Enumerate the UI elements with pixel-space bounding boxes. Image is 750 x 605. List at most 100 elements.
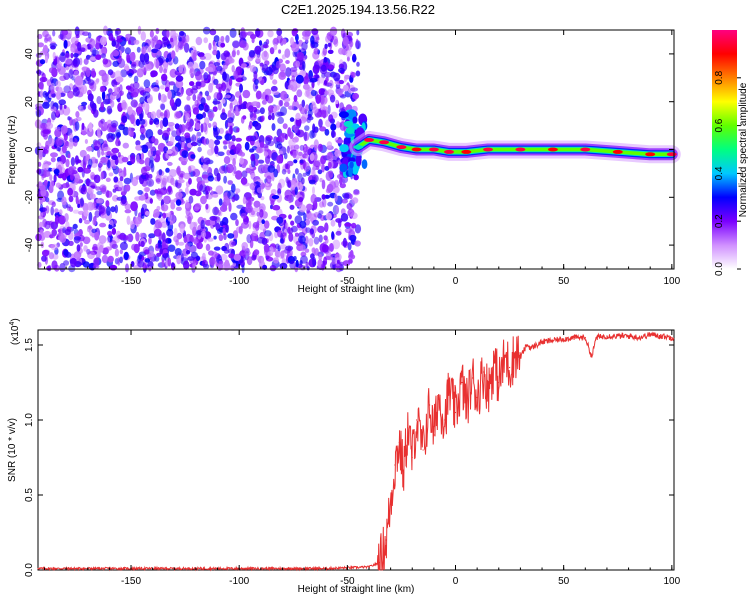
- noise-cell: [321, 163, 325, 173]
- noise-cell: [106, 150, 112, 156]
- noise-cell: [250, 153, 256, 162]
- noise-cell: [52, 30, 56, 37]
- noise-cell: [232, 230, 239, 240]
- noise-cell: [176, 255, 182, 265]
- noise-cell: [196, 137, 202, 147]
- snr-point: [407, 426, 409, 429]
- noise-cell: [254, 78, 259, 86]
- transition-cell: [339, 163, 348, 173]
- noise-cell: [160, 180, 167, 190]
- noise-cell: [197, 146, 202, 153]
- noise-cell: [255, 54, 261, 63]
- noise-cell: [106, 123, 113, 133]
- noise-cell: [105, 177, 111, 182]
- noise-cell: [79, 57, 83, 66]
- noise-cell: [157, 129, 163, 136]
- noise-cell: [86, 146, 93, 152]
- noise-cell: [220, 52, 227, 61]
- noise-cell: [94, 210, 100, 218]
- noise-cell: [92, 218, 97, 226]
- noise-cell: [232, 40, 240, 48]
- snr-y-ticks: 0.0 0.5 1.0 1.5: [24, 338, 674, 577]
- noise-cell: [242, 115, 247, 120]
- noise-cell: [80, 159, 87, 168]
- noise-cell: [248, 50, 255, 58]
- noise-cell: [291, 75, 296, 82]
- noise-cell: [344, 222, 352, 227]
- snr-point: [573, 336, 576, 339]
- noise-cell: [139, 127, 147, 133]
- noise-cell: [202, 138, 207, 145]
- noise-cell: [309, 153, 315, 162]
- noise-cell: [220, 112, 228, 121]
- noise-cell: [146, 178, 155, 187]
- noise-cell: [44, 144, 50, 155]
- x-tick-label: 0: [453, 276, 459, 287]
- noise-cell: [275, 243, 280, 250]
- noise-cell: [212, 206, 220, 216]
- noise-cell: [221, 98, 226, 104]
- snr-point: [368, 566, 370, 568]
- noise-cell: [252, 222, 260, 229]
- noise-cell: [332, 239, 341, 250]
- noise-cell: [85, 67, 91, 78]
- noise-cell: [223, 145, 228, 150]
- noise-cell: [96, 198, 104, 204]
- noise-cell: [151, 135, 156, 143]
- noise-cell: [130, 63, 137, 70]
- noise-cell: [219, 205, 228, 212]
- noise-cell: [233, 253, 241, 261]
- noise-cell: [225, 224, 229, 233]
- noise-cell: [304, 248, 310, 253]
- snr-point: [606, 335, 608, 337]
- noise-cell: [58, 215, 66, 225]
- noise-cell: [130, 201, 139, 212]
- noise-cell: [267, 105, 275, 113]
- noise-cell: [324, 222, 329, 233]
- noise-cell: [303, 76, 309, 85]
- noise-cell: [162, 117, 169, 127]
- noise-cell: [165, 80, 171, 90]
- figure-title: C2E1.2025.194.13.56.R22: [281, 2, 435, 17]
- colorbar-tick-label: 0.6: [714, 118, 725, 132]
- noise-cell: [342, 260, 351, 267]
- noise-cell: [59, 262, 66, 273]
- noise-cell: [53, 174, 57, 183]
- noise-cell: [207, 123, 212, 128]
- noise-cell: [141, 166, 147, 176]
- noise-cell: [127, 106, 133, 115]
- noise-cell: [107, 255, 114, 263]
- snr-scale-prefix: (x10: [10, 325, 21, 345]
- noise-cell: [288, 195, 292, 204]
- noise-cell: [285, 245, 294, 251]
- noise-cell: [334, 193, 338, 202]
- noise-cell: [284, 48, 291, 58]
- noise-cell: [123, 251, 129, 261]
- noise-cell: [208, 82, 214, 93]
- noise-cell: [74, 121, 80, 131]
- noise-cell: [70, 36, 79, 45]
- noise-cell: [82, 261, 90, 268]
- noise-cell: [95, 78, 100, 83]
- noise-cell: [265, 39, 270, 45]
- noise-cell: [276, 155, 283, 164]
- noise-cell: [261, 257, 265, 265]
- noise-cell: [86, 248, 91, 255]
- noise-cell: [223, 233, 227, 241]
- noise-cell: [259, 209, 264, 218]
- noise-cell: [249, 65, 256, 73]
- noise-cell: [331, 35, 338, 45]
- noise-cell: [267, 165, 276, 173]
- noise-cell: [177, 40, 183, 51]
- noise-cell: [88, 122, 93, 133]
- noise-cell: [208, 139, 215, 149]
- y-tick-label: 0.5: [24, 488, 35, 502]
- noise-cell: [317, 169, 323, 175]
- noise-cell: [41, 197, 46, 203]
- snr-scale-note: (x104): [9, 318, 21, 345]
- noise-cell: [309, 130, 315, 139]
- noise-cell: [273, 105, 280, 111]
- signal-peak: [666, 152, 677, 157]
